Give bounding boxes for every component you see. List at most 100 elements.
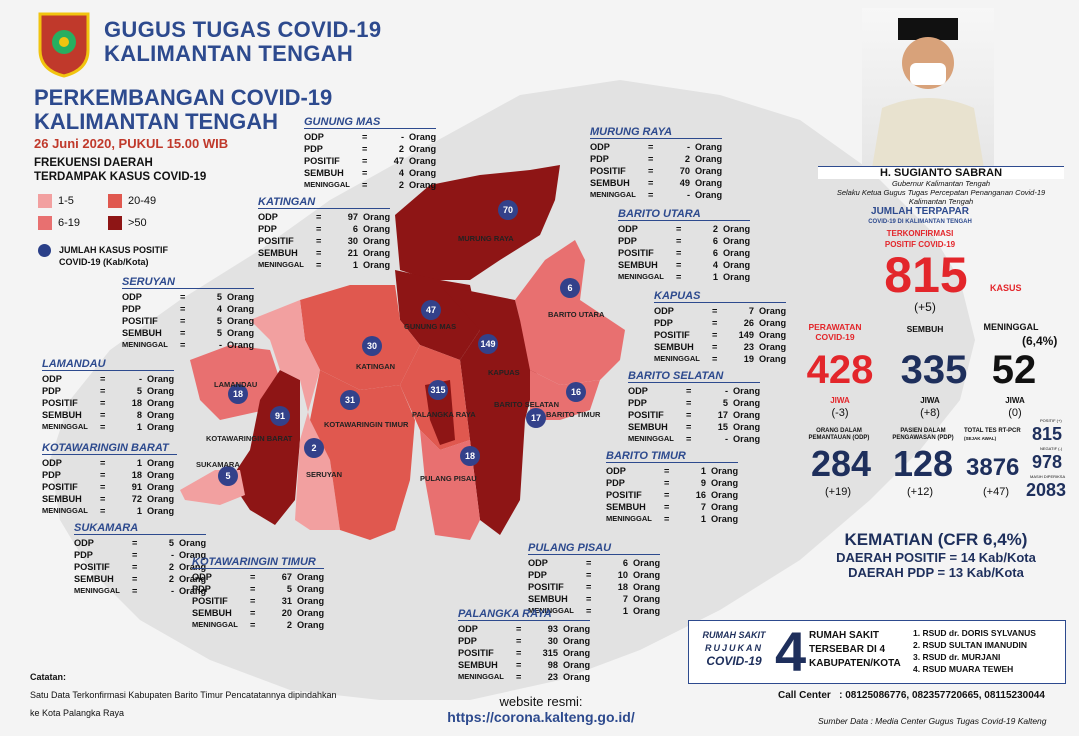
region-row: ODP = 7 Orang <box>654 305 786 317</box>
row-eq: = <box>250 584 256 594</box>
row-label: MENINGGAL <box>654 354 700 363</box>
row-label: POSITIF <box>42 398 78 408</box>
region-barito-selatan <box>520 300 625 385</box>
row-unit: Orang <box>297 608 325 618</box>
row-unit: Orang <box>409 144 437 154</box>
region-row: MENINGGAL = - Orang <box>628 433 760 445</box>
row-eq: = <box>712 330 718 340</box>
row-value: 26 <box>743 318 754 328</box>
row-unit: Orang <box>633 570 661 580</box>
case-count-marker: 16 <box>566 382 586 402</box>
row-eq: = <box>664 478 670 488</box>
row-unit: Orang <box>759 330 787 340</box>
perawatan-count: 428 <box>806 348 874 392</box>
region-row: ODP = 5 Orang <box>122 291 254 303</box>
row-unit: Orang <box>711 466 739 476</box>
row-value: - <box>218 340 222 350</box>
row-value: - <box>138 374 142 384</box>
legend: 1-5 20-49 6-19 >50 <box>38 194 178 230</box>
row-unit: Orang <box>733 410 761 420</box>
row-eq: = <box>516 660 522 670</box>
row-label: SEMBUH <box>258 248 298 258</box>
list-item: 2. RSUD SULTAN IMANUDIN <box>913 640 1027 650</box>
row-label: PDP <box>42 386 61 396</box>
row-eq: = <box>100 374 106 384</box>
region-row: SEMBUH = 15 Orang <box>628 421 760 433</box>
row-unit: Orang <box>147 470 175 480</box>
perawatan-label: PERAWATAN COVID-19 <box>808 322 862 342</box>
row-label: POSITIF <box>628 410 664 420</box>
diperiksa-label: MASIH DIPERIKSA <box>1030 474 1066 479</box>
row-value: 49 <box>679 178 690 188</box>
row-unit: Orang <box>227 316 255 326</box>
row-eq: = <box>250 596 256 606</box>
row-eq: = <box>586 582 592 592</box>
row-label: POSITIF <box>304 156 340 166</box>
row-value: 21 <box>347 248 358 258</box>
row-value: 5 <box>722 398 728 408</box>
row-unit: Orang <box>297 584 325 594</box>
row-label: ODP <box>74 538 94 548</box>
row-eq: = <box>362 132 368 142</box>
region-row: SEMBUH = 21 Orang <box>258 247 390 259</box>
row-label: POSITIF <box>258 236 294 246</box>
row-value: 4 <box>398 168 404 178</box>
region-row: POSITIF = 17 Orang <box>628 409 760 421</box>
row-unit: Orang <box>723 248 751 258</box>
row-unit: Orang <box>147 482 175 492</box>
hospital-box: RUMAH SAKIT RUJUKAN COVID-19 4 RUMAH SAKIT… <box>688 620 1066 684</box>
region-row: SEMBUH = 4 Orang <box>304 167 436 179</box>
row-value: 1 <box>136 422 142 432</box>
list-item: 4. RSUD MUARA TEWEH <box>913 664 1014 674</box>
negatif-label: NEGATIF (-) <box>1040 446 1063 451</box>
region-box-title: PALANGKA RAYA <box>458 608 591 621</box>
row-value: 5 <box>136 386 142 396</box>
region-box: PALANGKA RAYA ODP = 93 Orang PDP = 30 Orang POSIT… <box>458 608 591 683</box>
row-label: PDP <box>628 398 647 408</box>
case-count-marker: 91 <box>270 406 290 426</box>
row-eq: = <box>648 190 654 200</box>
row-eq: = <box>516 672 522 682</box>
row-value: 6 <box>352 224 358 234</box>
row-eq: = <box>316 236 322 246</box>
jiwa-label: JIWA <box>1005 396 1025 405</box>
row-label: MENINGGAL <box>42 422 88 431</box>
tes-count: 3876 <box>966 454 1020 481</box>
region-row: ODP = 5 Orang <box>74 537 206 549</box>
row-unit: Orang <box>759 342 787 352</box>
row-eq: = <box>250 608 256 618</box>
odp-label: ORANG DALAM PEMANTAUAN (ODP) <box>808 428 870 441</box>
row-eq: = <box>648 142 654 152</box>
region-row: SEMBUH = 23 Orang <box>654 341 786 353</box>
region-kotawaringin-timur <box>310 370 415 540</box>
region-box-title: BARITO SELATAN <box>628 370 761 383</box>
row-eq: = <box>316 260 322 270</box>
region-row: MENINGGAL = 19 Orang <box>654 353 786 365</box>
row-eq: = <box>180 328 186 338</box>
row-label: MENINGGAL <box>458 672 504 681</box>
row-value: 6 <box>712 236 718 246</box>
row-value: 2 <box>684 154 690 164</box>
row-unit: Orang <box>723 272 751 282</box>
region-row: MENINGGAL = - Orang <box>590 189 722 201</box>
website-link[interactable]: https://corona.kalteng.go.id/ <box>447 709 635 725</box>
row-unit: Orang <box>179 538 207 548</box>
row-unit: Orang <box>147 422 175 432</box>
row-value: 98 <box>547 660 558 670</box>
row-label: PDP <box>258 224 277 234</box>
row-label: POSITIF <box>528 582 564 592</box>
row-eq: = <box>648 154 654 164</box>
row-value: 5 <box>216 328 222 338</box>
row-label: POSITIF <box>618 248 654 258</box>
row-value: 23 <box>547 672 558 682</box>
negatif-count: 978 <box>1032 452 1063 472</box>
website: website resmi: https://corona.kalteng.go… <box>436 694 646 725</box>
row-eq: = <box>686 410 692 420</box>
region-row: ODP = - Orang <box>628 385 760 397</box>
row-eq: = <box>664 466 670 476</box>
map-label: MURUNG RAYA <box>458 234 514 243</box>
row-value: 23 <box>743 342 754 352</box>
row-label: ODP <box>606 466 626 476</box>
hospital-mid: RUMAH SAKIT TERSEBAR DI 4 KABUPATEN/KOTA <box>809 630 901 669</box>
row-eq: = <box>180 316 186 326</box>
